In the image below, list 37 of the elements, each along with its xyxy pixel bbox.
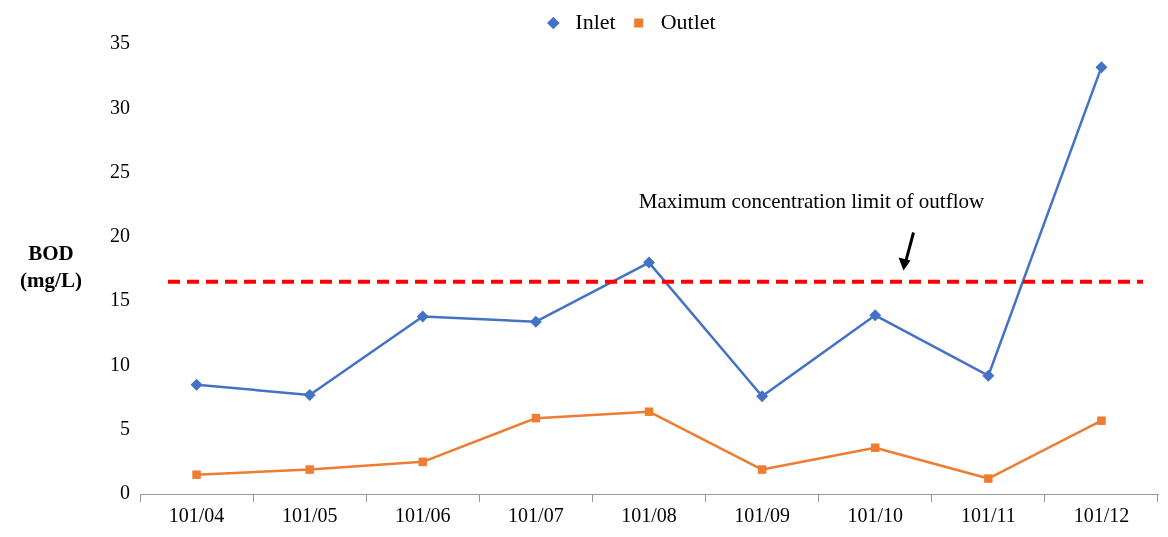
x-tick-label: 101/05 <box>281 504 338 527</box>
legend-label: Inlet <box>575 8 616 34</box>
point <box>416 310 429 323</box>
y-tick-label: 10 <box>110 352 130 375</box>
point <box>1095 61 1108 74</box>
x-tick-label: 101/12 <box>1073 504 1130 527</box>
y-tick-label: 15 <box>110 288 130 311</box>
point <box>644 407 654 416</box>
legend-label: Outlet <box>660 8 716 34</box>
point <box>643 256 655 269</box>
y-tick-label: 25 <box>110 159 130 182</box>
annotation: Maximum concentration limit of outflow <box>638 188 985 213</box>
x-tick-label: 101/08 <box>621 504 677 527</box>
y-tick-label: 5 <box>120 416 130 439</box>
x-tick-label: 101/09 <box>734 504 790 527</box>
y-axis-title: BOD (mg/L) <box>19 240 83 294</box>
y-tick-label: 0 <box>120 481 130 504</box>
y-tick-label: 30 <box>110 95 130 118</box>
x-tick-label: 101/06 <box>395 504 451 527</box>
point <box>305 465 314 474</box>
point <box>757 465 767 474</box>
y-tick-label: 35 <box>110 31 130 54</box>
point <box>190 378 203 391</box>
point <box>869 309 882 322</box>
point <box>529 315 542 328</box>
point <box>756 390 769 403</box>
x-tick-label: 101/04 <box>168 504 225 527</box>
point <box>303 389 316 401</box>
x-tick-label: 101/10 <box>847 504 903 527</box>
point <box>870 443 880 452</box>
point <box>192 470 201 479</box>
y-tick-label: 20 <box>110 224 130 247</box>
point <box>982 369 995 382</box>
x-tick-label: 101/07 <box>508 504 564 527</box>
point <box>1097 416 1106 425</box>
point <box>984 474 993 483</box>
x-tick-label: 101/11 <box>960 504 1016 527</box>
